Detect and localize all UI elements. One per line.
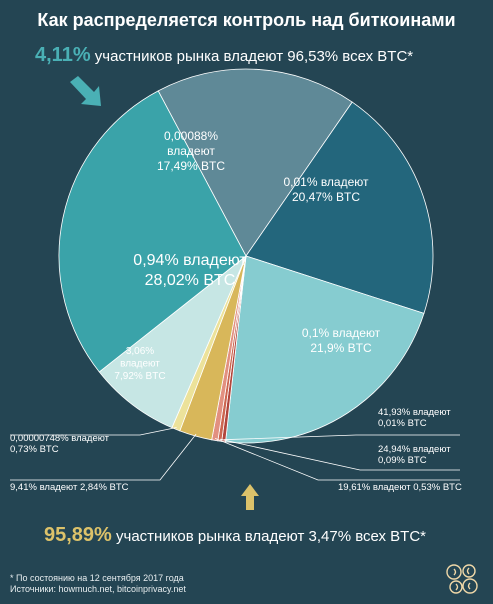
callout-label: 41,93% владеют 0,01% BTC	[378, 407, 451, 429]
slice-label: 0,1% владеют 21,9% BTC	[302, 326, 381, 355]
up-arrow-icon	[241, 484, 259, 510]
pie-slice	[245, 101, 434, 314]
down-right-arrow-icon	[70, 76, 101, 106]
callout-label: 0,00000748% владеют 0,73% BTC	[10, 433, 110, 455]
callout-line	[214, 438, 460, 481]
callout-label: 19,61% владеют 0,53% BTC	[338, 482, 462, 493]
pie-slice	[157, 68, 353, 257]
callout-line	[223, 434, 460, 441]
top-summary-percent: 4,11%	[35, 44, 91, 66]
pie-slice	[225, 255, 425, 444]
callout-line	[10, 433, 197, 481]
brand-logo-icon	[446, 564, 478, 594]
slice-label: 0,94% владеют 28,02% BTC	[133, 252, 247, 289]
footnote: * По состоянию на 12 сентября 2017 года …	[10, 573, 186, 595]
top-summary: 4,11% участников рынка владеют 96,53% вс…	[35, 44, 413, 67]
slice-label: 0,01% владеют 20,47% BTC	[283, 175, 369, 204]
callout-label: 24,94% владеют 0,09% BTC	[378, 444, 451, 466]
bottom-summary-text: участников рынка владеют 3,47% всех BTC*	[116, 528, 427, 545]
top-summary-text: участников рынка владеют 96,53% всех BTC…	[94, 48, 414, 65]
footnote-sources: Источники: howmuch.net, bitcoinprivacy.n…	[10, 584, 186, 594]
pie-slice	[58, 90, 247, 373]
pie-slice	[98, 255, 247, 429]
footnote-date: * По состоянию на 12 сентября 2017 года	[10, 573, 184, 583]
slice-label: 3,06% владеют 7,92% BTC	[114, 346, 165, 382]
callout-line	[10, 427, 177, 436]
bottom-summary: 95,89% участников рынка владеют 3,47% вс…	[44, 524, 426, 547]
bottom-summary-percent: 95,89%	[44, 524, 112, 546]
chart-title: Как распределяется контроль над биткоина…	[37, 10, 456, 30]
callout-label: 9,41% владеют 2,84% BTC	[10, 482, 129, 493]
callout-line	[219, 438, 460, 471]
slice-label: 0,00088% владеют 17,49% BTC	[157, 129, 225, 173]
